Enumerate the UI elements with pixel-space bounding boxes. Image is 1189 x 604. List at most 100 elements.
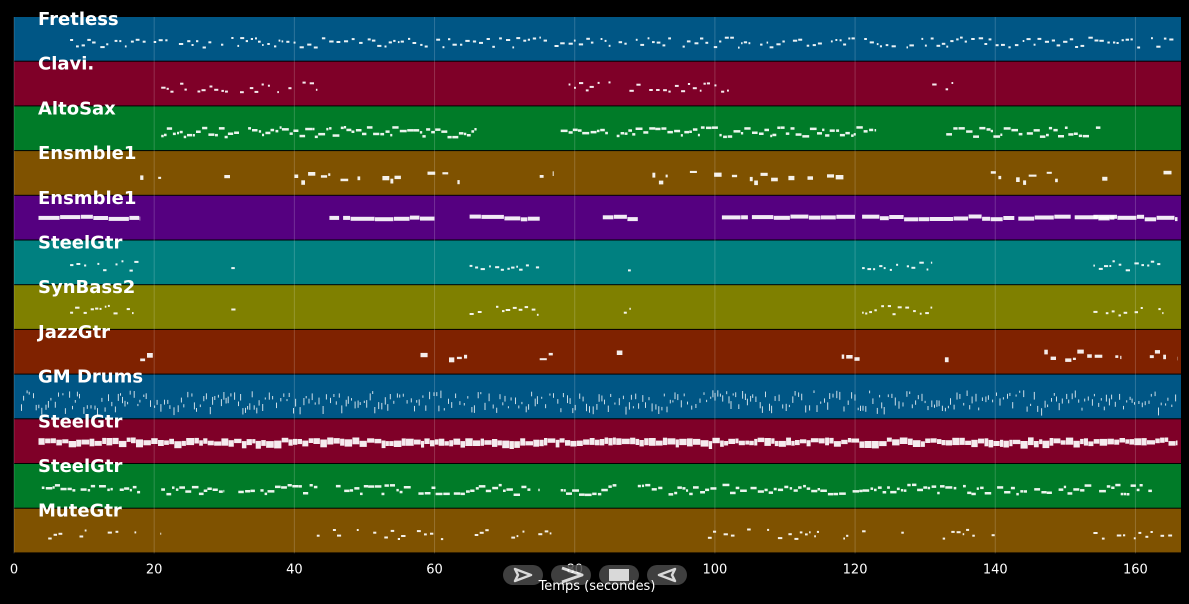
note	[1125, 439, 1130, 444]
note	[917, 395, 919, 400]
note	[1028, 437, 1034, 446]
note	[320, 175, 328, 178]
note	[516, 265, 518, 268]
note	[750, 395, 752, 402]
note	[1083, 438, 1088, 446]
rewind-button[interactable]	[647, 565, 687, 585]
note	[1039, 135, 1046, 138]
note	[212, 488, 218, 491]
note	[448, 398, 449, 404]
note	[1138, 531, 1142, 534]
note	[717, 390, 719, 397]
note	[1064, 126, 1068, 129]
note	[1080, 489, 1085, 492]
note	[1125, 269, 1130, 272]
note	[656, 41, 661, 44]
note	[918, 217, 930, 222]
note	[86, 405, 88, 409]
note	[721, 90, 725, 93]
stop-button[interactable]	[599, 565, 639, 585]
note	[102, 437, 107, 444]
note	[874, 488, 877, 492]
note	[333, 394, 335, 397]
note	[723, 135, 727, 139]
note	[700, 440, 709, 447]
note	[802, 135, 810, 138]
note	[387, 404, 389, 411]
note	[601, 488, 608, 492]
note	[998, 175, 1002, 180]
note	[1117, 215, 1137, 220]
note	[549, 393, 551, 396]
note	[806, 440, 811, 447]
note	[1141, 438, 1147, 446]
note	[512, 306, 517, 309]
note	[1001, 43, 1005, 46]
note	[447, 135, 452, 139]
note	[107, 531, 112, 534]
note	[45, 438, 51, 444]
note	[93, 216, 108, 220]
note	[945, 88, 949, 91]
note	[674, 84, 679, 87]
note	[160, 532, 162, 535]
note	[735, 438, 739, 444]
note	[598, 394, 600, 402]
note	[584, 493, 592, 497]
note	[674, 129, 681, 133]
note	[1119, 393, 1121, 400]
note	[363, 485, 369, 488]
note	[839, 391, 841, 400]
note	[240, 91, 244, 94]
note	[199, 440, 203, 446]
note	[881, 402, 883, 409]
note	[764, 488, 768, 492]
note	[1148, 489, 1152, 493]
note	[761, 406, 763, 413]
note	[1026, 38, 1031, 41]
note	[1051, 39, 1055, 42]
note	[553, 393, 554, 398]
note	[328, 173, 331, 176]
note	[424, 45, 428, 48]
play-button[interactable]	[503, 565, 543, 585]
note	[911, 404, 913, 409]
note	[1099, 489, 1106, 493]
note	[424, 533, 427, 536]
note	[1134, 438, 1142, 446]
note	[54, 484, 60, 487]
note	[674, 491, 678, 495]
note	[431, 130, 435, 134]
note	[1048, 126, 1053, 130]
note	[585, 89, 589, 92]
note	[164, 399, 165, 405]
note	[1016, 177, 1020, 182]
note	[622, 395, 624, 400]
note	[1044, 40, 1049, 43]
note	[747, 528, 751, 531]
note	[231, 37, 234, 39]
note	[158, 176, 162, 179]
note	[863, 130, 868, 133]
note	[1111, 486, 1115, 489]
note	[1108, 398, 1110, 406]
note	[497, 440, 502, 446]
note	[829, 393, 831, 399]
note	[971, 38, 975, 40]
x-tick-label: 160	[1123, 562, 1148, 577]
note	[839, 133, 845, 137]
note	[635, 393, 637, 400]
note	[1123, 492, 1126, 496]
note	[628, 402, 630, 410]
note	[196, 40, 199, 43]
note	[515, 397, 516, 405]
note	[478, 485, 486, 488]
note	[693, 438, 701, 445]
note	[72, 405, 73, 410]
note	[847, 438, 851, 443]
note	[669, 399, 671, 404]
note	[887, 486, 890, 489]
forward-button[interactable]	[551, 565, 591, 585]
note	[744, 127, 751, 130]
note	[930, 438, 937, 443]
